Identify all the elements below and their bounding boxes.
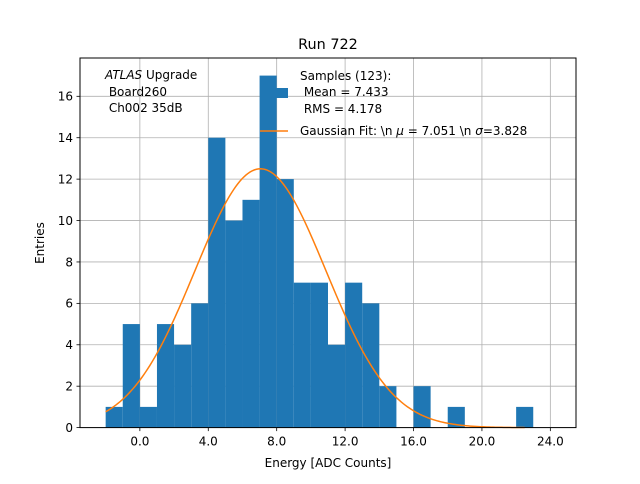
histogram-bar — [139, 406, 157, 428]
y-axis-label: Entries — [33, 222, 47, 264]
legend-fit-label: Gaussian Fit: \n μ = 7.051 \n σ=3.828 — [300, 124, 527, 138]
histogram-bar — [328, 344, 346, 428]
gaussian-fit-curve — [105, 168, 525, 429]
legend-fit-prefix: Gaussian Fit: \n — [300, 124, 396, 138]
legend-samples-line-3: RMS = 4.178 — [300, 102, 382, 116]
annotation-emphasis: ATLAS — [104, 68, 143, 82]
histogram-bar — [379, 386, 397, 428]
histogram-bar — [310, 282, 328, 428]
histogram-bars — [105, 75, 534, 428]
annotation-line-2: Board260 — [105, 85, 167, 99]
y-tick-label: 6 — [65, 297, 73, 311]
y-tick-label: 0 — [65, 421, 73, 435]
y-tick-label: 2 — [65, 379, 73, 393]
histogram-bar — [174, 344, 192, 428]
histogram-bar — [259, 75, 277, 428]
legend: Samples (123): Mean = 7.433 RMS = 4.178 … — [260, 69, 527, 138]
y-tick-label: 14 — [58, 131, 73, 145]
x-axis-label: Energy [ADC Counts] — [265, 456, 392, 470]
y-tick-label: 12 — [58, 172, 73, 186]
chart-title: Run 722 — [298, 37, 358, 53]
y-tick-label: 4 — [65, 338, 73, 352]
histogram-bar — [516, 406, 534, 428]
y-tick-label: 10 — [58, 214, 73, 228]
legend-fit-sigma-value: =3.828 — [483, 124, 527, 138]
histogram-bar — [208, 137, 226, 428]
histogram-bar — [156, 324, 175, 428]
x-tick-label: 0.0 — [130, 435, 149, 449]
legend-samples-line-1: Samples (123): — [300, 69, 391, 83]
legend-fit-sigma: σ — [475, 124, 483, 138]
annotation-line-1-rest: Upgrade — [142, 68, 197, 82]
histogram-bar — [225, 220, 243, 428]
x-tick-label: 4.0 — [199, 435, 218, 449]
histogram-bar — [413, 386, 431, 428]
histogram-bar — [345, 282, 363, 428]
legend-fit-mu: μ — [395, 124, 404, 138]
x-tick-label: 20.0 — [469, 435, 496, 449]
histogram-bar — [105, 406, 123, 428]
x-tick-label: 16.0 — [400, 435, 427, 449]
atlas-annotation: ATLAS Upgrade Board260 Ch002 35dB — [104, 68, 197, 115]
legend-samples-line-2: Mean = 7.433 — [300, 85, 389, 99]
histogram-bar — [191, 303, 209, 428]
x-tick-label: 12.0 — [332, 435, 359, 449]
legend-samples-swatch — [260, 88, 288, 98]
histogram-bar — [276, 179, 294, 428]
annotation-line-1: ATLAS Upgrade — [104, 68, 197, 82]
histogram-bar — [293, 282, 311, 428]
histogram-bar — [447, 406, 465, 428]
y-tick-label: 8 — [65, 255, 73, 269]
annotation-line-3: Ch002 35dB — [105, 101, 183, 115]
legend-fit-mu-value: = 7.051 \n — [404, 124, 475, 138]
histogram-bar — [242, 199, 260, 428]
axes-frame — [79, 57, 577, 429]
histogram-bar — [122, 324, 140, 428]
x-tick-label: 8.0 — [267, 435, 286, 449]
x-tick-label: 24.0 — [537, 435, 564, 449]
y-tick-label: 16 — [58, 90, 73, 104]
y-axis-ticks: 0 2 4 6 8 10 12 14 16 — [58, 90, 80, 435]
x-axis-ticks: 0.0 4.0 8.0 12.0 16.0 20.0 24.0 — [130, 427, 564, 449]
